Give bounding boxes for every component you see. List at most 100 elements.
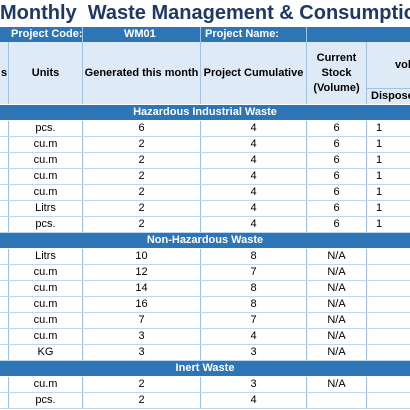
cell-stock[interactable]: N/A xyxy=(327,330,346,342)
cell-units[interactable]: cu.m xyxy=(33,298,58,310)
cell-generated[interactable]: 2 xyxy=(138,138,145,150)
cell-cumulative[interactable]: 8 xyxy=(250,282,257,294)
cell-disposed[interactable] xyxy=(367,313,410,328)
cell-name[interactable] xyxy=(0,185,8,200)
header-cumulative[interactable]: Project Cumulative xyxy=(203,66,304,79)
cell-disposed[interactable]: 1 xyxy=(376,122,383,134)
cell-generated[interactable]: 2 xyxy=(138,218,145,230)
cell-units[interactable]: pcs. xyxy=(35,394,56,406)
cell-stock[interactable]: 6 xyxy=(333,138,340,150)
cell-stock[interactable]: N/A xyxy=(327,298,346,310)
cell-units[interactable]: cu.m xyxy=(33,330,58,342)
cell-cumulative[interactable]: 4 xyxy=(250,122,257,134)
cell-units[interactable]: pcs. xyxy=(35,218,56,230)
cell-units[interactable]: cu.m xyxy=(33,266,58,278)
cell-name[interactable] xyxy=(0,249,8,264)
cell-disposed[interactable] xyxy=(367,393,410,408)
cell-units[interactable]: cu.m xyxy=(33,378,58,390)
cell-stock[interactable]: N/A xyxy=(327,266,346,278)
cell-name[interactable] xyxy=(0,329,8,344)
cell-cumulative[interactable]: 4 xyxy=(250,330,257,342)
cell-stock[interactable]: 6 xyxy=(333,122,340,134)
cell-cumulative[interactable]: 7 xyxy=(250,314,257,326)
cell-cumulative[interactable]: 3 xyxy=(250,378,257,390)
cell-cumulative[interactable]: 4 xyxy=(250,394,257,406)
cell-disposed[interactable] xyxy=(367,345,410,360)
cell-disposed[interactable]: 1 xyxy=(376,154,383,166)
cell-generated[interactable]: 3 xyxy=(138,346,145,358)
project-code-value[interactable]: WM01 xyxy=(124,28,156,40)
cell-name[interactable] xyxy=(0,137,8,152)
cell-units[interactable]: cu.m xyxy=(33,282,58,294)
cell-stock[interactable]: 6 xyxy=(333,218,340,230)
cell-disposed[interactable] xyxy=(367,377,410,392)
header-stock[interactable]: Current Stock (Volume) xyxy=(313,51,360,94)
cell-generated[interactable]: 2 xyxy=(138,378,145,390)
cell-stock[interactable]: N/A xyxy=(327,250,346,262)
cell-generated[interactable]: 2 xyxy=(138,154,145,166)
cell-generated[interactable]: 16 xyxy=(135,298,148,310)
cell-generated[interactable]: 7 xyxy=(138,314,145,326)
cell-disposed[interactable] xyxy=(367,281,410,296)
cell-units[interactable]: cu.m xyxy=(33,138,58,150)
cell-disposed[interactable]: 1 xyxy=(376,170,383,182)
cell-generated[interactable]: 14 xyxy=(135,282,148,294)
cell-disposed[interactable]: 1 xyxy=(376,202,383,214)
cell-generated[interactable]: 6 xyxy=(138,122,145,134)
cell-units[interactable]: cu.m xyxy=(33,186,58,198)
cell-cumulative[interactable]: 4 xyxy=(250,138,257,150)
cell-cumulative[interactable]: 4 xyxy=(250,218,257,230)
cell-name[interactable] xyxy=(0,169,8,184)
cell-units[interactable]: KG xyxy=(37,346,54,358)
cell-disposed[interactable] xyxy=(367,297,410,312)
cell-stock[interactable]: N/A xyxy=(327,314,346,326)
cell-cumulative[interactable]: 8 xyxy=(250,298,257,310)
cell-generated[interactable]: 2 xyxy=(138,202,145,214)
cell-name[interactable] xyxy=(0,377,8,392)
header-disposed[interactable]: Disposed xyxy=(371,90,410,102)
cell-cumulative[interactable]: 4 xyxy=(250,186,257,198)
header-vol[interactable]: vol xyxy=(395,58,410,71)
cell-name[interactable] xyxy=(0,297,8,312)
cell-generated[interactable]: 2 xyxy=(138,186,145,198)
cell-cumulative[interactable]: 4 xyxy=(250,202,257,214)
cell-units[interactable]: cu.m xyxy=(33,154,58,166)
cell-generated[interactable]: 3 xyxy=(138,330,145,342)
cell-name[interactable] xyxy=(0,153,8,168)
cell-name[interactable] xyxy=(0,201,8,216)
cell-units[interactable]: Litrs xyxy=(35,250,56,262)
cell-cumulative[interactable]: 7 xyxy=(250,266,257,278)
cell-stock[interactable]: 6 xyxy=(333,154,340,166)
cell-cumulative[interactable]: 3 xyxy=(250,346,257,358)
cell-disposed[interactable] xyxy=(367,265,410,280)
cell-stock[interactable]: N/A xyxy=(327,346,346,358)
cell-units[interactable]: pcs. xyxy=(35,122,56,134)
cell-units[interactable]: cu.m xyxy=(33,314,58,326)
cell-generated[interactable]: 2 xyxy=(138,394,145,406)
cell-name[interactable] xyxy=(0,121,8,136)
cell-stock[interactable]: 6 xyxy=(333,170,340,182)
cell-stock[interactable] xyxy=(307,393,366,408)
cell-name[interactable] xyxy=(0,393,8,408)
cell-stock[interactable]: 6 xyxy=(333,186,340,198)
cell-generated[interactable]: 10 xyxy=(135,250,148,262)
cell-name[interactable] xyxy=(0,313,8,328)
cell-disposed[interactable]: 1 xyxy=(376,138,383,150)
cell-disposed[interactable] xyxy=(367,249,410,264)
cell-units[interactable]: cu.m xyxy=(33,170,58,182)
cell-generated[interactable]: 2 xyxy=(138,170,145,182)
cell-stock[interactable]: N/A xyxy=(327,282,346,294)
cell-name[interactable] xyxy=(0,217,8,232)
header-generated[interactable]: Generated this month xyxy=(84,66,199,79)
cell-disposed[interactable] xyxy=(367,329,410,344)
cell-stock[interactable]: N/A xyxy=(327,378,346,390)
cell-cumulative[interactable]: 8 xyxy=(250,250,257,262)
cell-name[interactable] xyxy=(0,265,8,280)
cell-name[interactable] xyxy=(0,345,8,360)
cell-cumulative[interactable]: 4 xyxy=(250,170,257,182)
cell-disposed[interactable]: 1 xyxy=(376,218,383,230)
cell-stock[interactable]: 6 xyxy=(333,202,340,214)
header-units[interactable]: Units xyxy=(31,66,60,79)
cell-generated[interactable]: 12 xyxy=(135,266,148,278)
cell-disposed[interactable]: 1 xyxy=(376,186,383,198)
